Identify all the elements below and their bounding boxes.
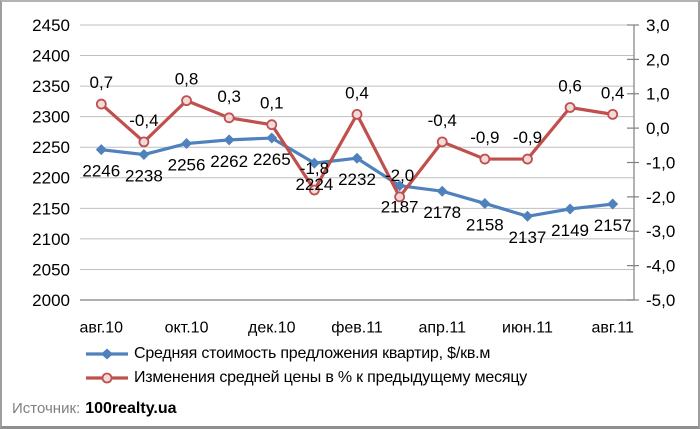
data-label: -0,4 [428,111,457,130]
x-axis-label: апр.11 [418,320,466,337]
x-axis-label: окт.10 [165,320,209,337]
legend-item-change: Изменения средней цены в % к предыдущему… [84,366,527,390]
right-axis-label: 2,0 [646,50,670,69]
data-label: 2157 [594,216,632,235]
data-point-marker [308,184,320,196]
data-label: 2149 [551,221,589,240]
x-axis-label: авг.10 [80,320,124,337]
data-label: 2262 [210,152,248,171]
data-point-marker [181,138,193,150]
data-label: -2,0 [385,166,414,185]
left-axis-label: 2400 [32,47,70,66]
left-axis-label: 2300 [32,108,70,127]
data-label: 2232 [338,170,376,189]
data-point-marker [95,98,107,110]
x-axis-label: авг.11 [592,320,634,337]
data-label: 2265 [253,150,291,169]
data-label: 2246 [82,162,120,181]
data-point-marker [351,108,363,120]
data-label: 0,7 [89,73,113,92]
data-point-marker [521,210,533,222]
data-point-marker [479,153,491,165]
data-point-marker [564,203,576,215]
data-point-marker [436,185,448,197]
data-label: 0,4 [601,83,625,102]
legend-label-price: Средняя стоимость предложения квартир, $… [134,345,491,362]
data-label: -0,4 [129,111,158,130]
data-label: 2187 [381,198,419,217]
data-label: 0,8 [175,70,199,89]
right-axis-label: -3,0 [646,222,675,241]
price-series-icon [86,348,128,360]
data-label: 0,4 [345,83,369,102]
data-label: 2137 [509,228,547,247]
left-axis-label: 2200 [32,169,70,188]
data-label: 0,1 [260,94,284,113]
source-prefix: Источник: [12,400,81,417]
chart-canvas: 2450 2400 2350 2300 2250 2200 2150 2100 2050 2000… [32,16,675,337]
data-point-marker [138,149,150,161]
data-point-marker [607,108,619,120]
right-axis-label: 3,0 [646,16,670,35]
source-line: Источник: 100realty.ua [12,400,177,418]
x-axis-label: дек.10 [248,320,296,337]
right-axis-label: 1,0 [646,85,670,104]
data-point-marker [223,134,235,146]
legend-label-change: Изменения средней цены в % к предыдущему… [134,369,528,386]
data-label: 2158 [466,215,504,234]
source-name: 100realty.ua [85,400,177,417]
data-label: 2256 [168,156,206,175]
data-label: 2238 [125,167,163,186]
left-axis-label: 2150 [32,199,70,218]
x-axis-label: июн.11 [502,320,553,337]
data-label: 2178 [423,203,461,222]
data-point-marker [181,95,192,107]
data-label: -0,9 [470,128,499,147]
data-point-marker [266,119,278,131]
left-axis-label: 2100 [32,230,70,249]
left-axis-label: 2050 [32,260,70,279]
data-point-marker [522,153,533,165]
data-point-marker [266,132,278,144]
legend-item-price: Средняя стоимость предложения квартир, $… [84,342,527,366]
data-label: -1,8 [300,159,329,178]
data-point-marker [607,198,619,210]
data-label: 0,3 [217,87,241,106]
data-label: 0,6 [558,76,582,95]
data-label: -0,9 [513,128,542,147]
change-series-icon [86,372,128,384]
right-axis-label: -5,0 [646,291,675,310]
data-point-marker [479,197,491,209]
data-point-marker [138,136,150,148]
chart-legend: Средняя стоимость предложения квартир, $… [84,342,527,390]
data-point-marker [308,157,320,169]
right-axis-label: -1,0 [646,153,675,172]
data-point-marker [394,191,406,203]
data-label: 2224 [295,175,333,194]
left-axis-label: 2250 [32,138,70,157]
data-point-marker [436,136,448,148]
left-axis-label: 2450 [32,16,70,35]
data-point-marker [223,112,235,124]
data-point-marker [351,152,363,164]
data-point-marker [564,102,576,113]
right-axis-label: -4,0 [646,257,675,276]
left-axis-label: 2000 [32,291,70,310]
x-axis-label: фев.11 [331,320,383,337]
data-point-marker [95,144,107,156]
right-axis-label: -2,0 [646,188,675,207]
left-axis-label: 2350 [32,77,70,96]
right-axis-label: 0,0 [646,119,670,138]
